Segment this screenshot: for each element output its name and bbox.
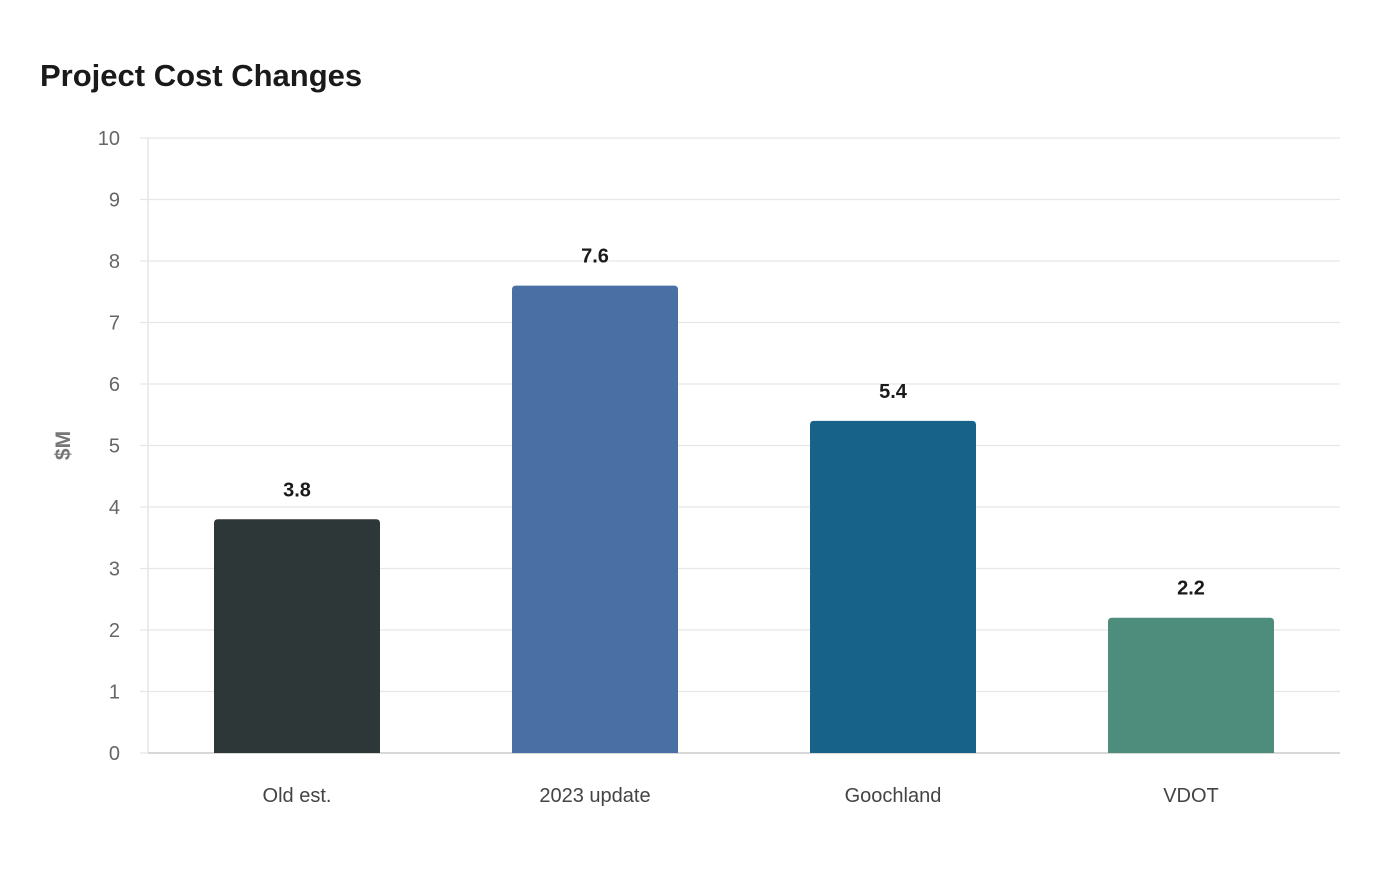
data-label: 2.2 [1177,578,1205,600]
bar-2023-update [512,285,678,753]
y-tick-label: 5 [109,436,120,458]
bar-goochland [810,420,976,753]
y-tick-label: 4 [109,497,120,519]
category-label: Old est. [263,785,332,807]
category-label: Goochland [845,785,942,807]
category-label: VDOT [1163,785,1219,807]
y-tick-label: 0 [109,743,120,765]
y-tick-label: 9 [109,190,120,212]
category-label: 2023 update [539,785,650,807]
y-tick-label: 1 [109,682,120,704]
y-tick-label: 3 [109,559,120,581]
bar-vdot [1108,617,1274,753]
y-tick-label: 7 [109,313,120,335]
y-axis-title: $M [52,431,75,460]
bars [214,285,1274,753]
data-label: 3.8 [283,479,311,501]
data-label: 7.6 [581,246,609,268]
data-labels: 3.8 7.6 5.4 2.2 [283,246,1205,600]
y-tick-label: 2 [109,620,120,642]
y-tick-labels: 0 1 2 3 4 5 6 7 8 9 10 [98,128,120,765]
y-tick-label: 10 [98,128,120,150]
y-tick-label: 8 [109,251,120,273]
chart-title: Project Cost Changes [40,58,363,93]
data-label: 5.4 [879,381,908,403]
bar-old-est [214,519,380,753]
y-tick-label: 6 [109,374,120,396]
category-labels: Old est. 2023 update Goochland VDOT [263,785,1219,807]
